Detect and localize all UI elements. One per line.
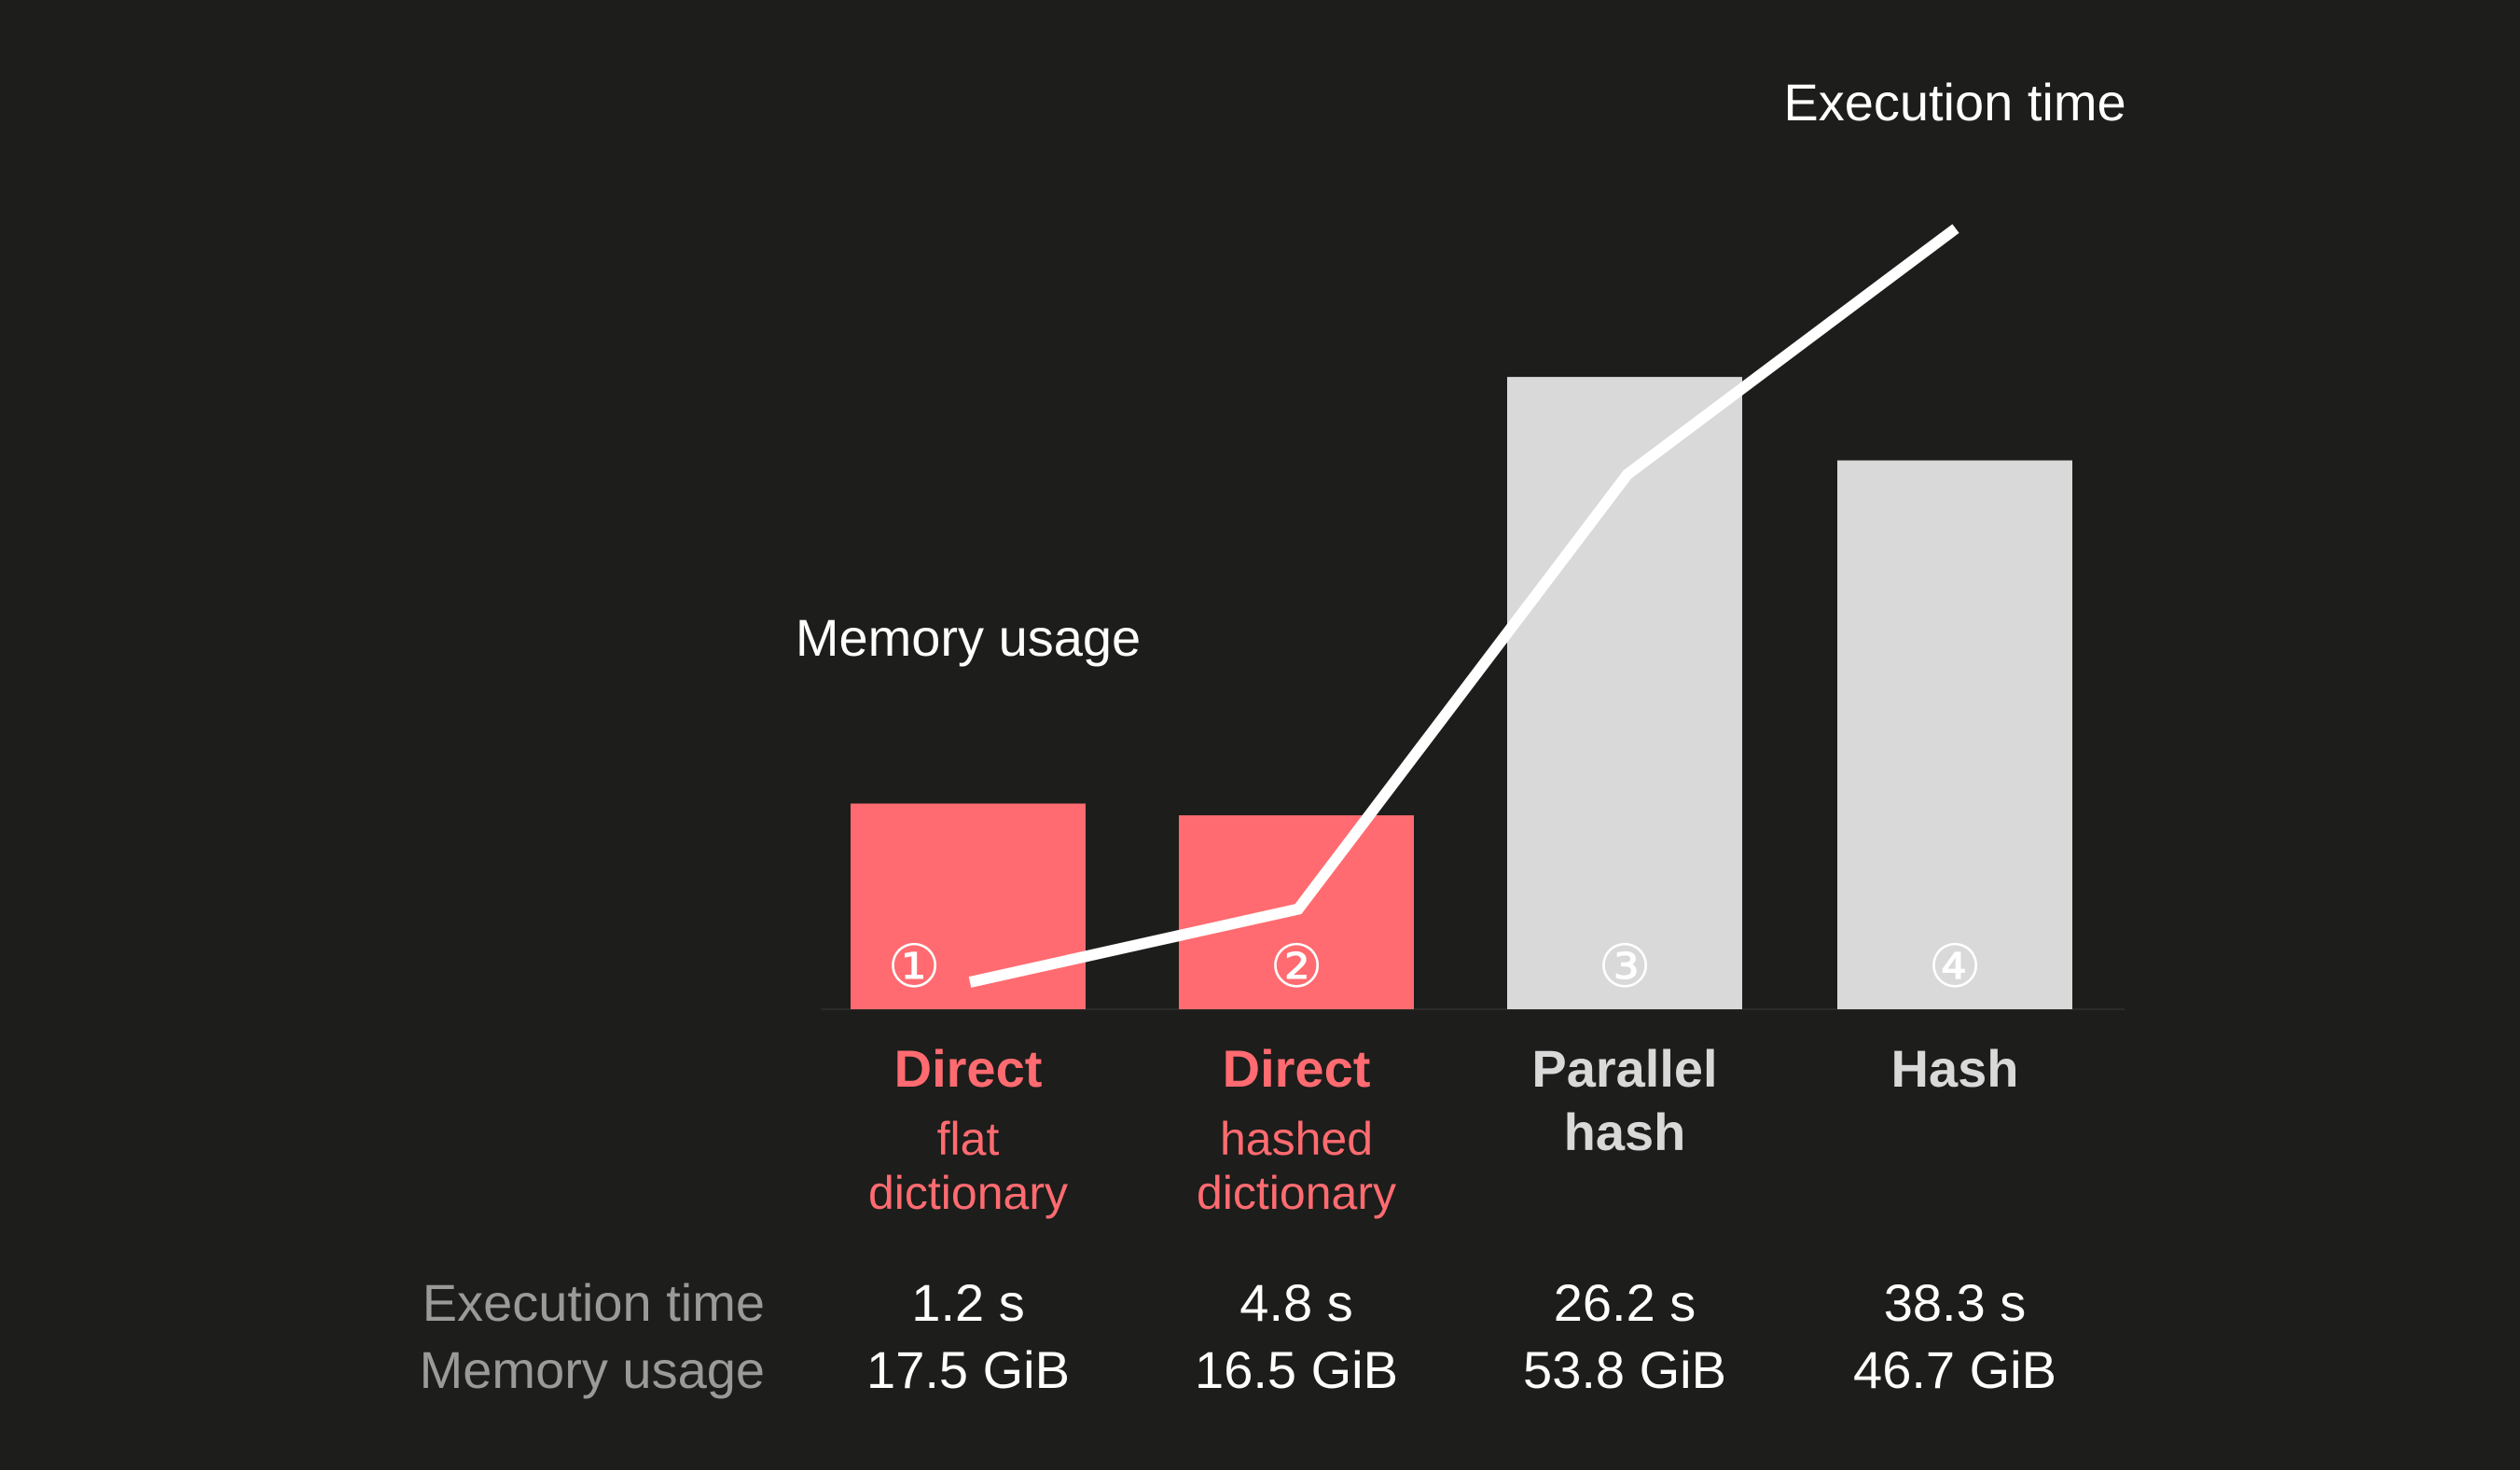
method-title-2: Direct — [1222, 1039, 1371, 1098]
method-label-3: Parallel hash — [1429, 1037, 1821, 1164]
method-subtitle-2: hashed dictionary — [1197, 1113, 1396, 1219]
method-label-1: Direct flat dictionary — [772, 1037, 1164, 1220]
row-label-execution-time: Execution time — [422, 1273, 765, 1332]
memory-usage-annotation: Memory usage — [795, 608, 1142, 667]
memory-usage-value-1: 17.5 GiB — [866, 1340, 1070, 1399]
method-marker-2: ② — [1269, 933, 1322, 1002]
method-title-4: Hash — [1890, 1039, 2019, 1098]
memory-bar-1 — [851, 803, 1086, 1009]
execution-time-line — [968, 224, 1959, 988]
memory-usage-value-2: 16.5 GiB — [1195, 1340, 1398, 1399]
method-title-1: Direct — [893, 1039, 1043, 1098]
execution-time-value-3: 26.2 s — [1553, 1273, 1696, 1332]
method-marker-4: ④ — [1928, 933, 1981, 1002]
memory-usage-value-4: 46.7 GiB — [1853, 1340, 2056, 1399]
method-label-2: Direct hashed dictionary — [1101, 1037, 1492, 1220]
memory-usage-value-3: 53.8 GiB — [1523, 1340, 1726, 1399]
row-label-memory-usage: Memory usage — [419, 1340, 765, 1399]
method-subtitle-1: flat dictionary — [868, 1113, 1068, 1219]
execution-time-value-2: 4.8 s — [1239, 1273, 1353, 1332]
execution-time-value-1: 1.2 s — [911, 1273, 1025, 1332]
method-marker-1: ① — [887, 933, 940, 1002]
method-marker-3: ③ — [1598, 933, 1651, 1002]
execution-time-value-4: 38.3 s — [1883, 1273, 2027, 1332]
execution-time-annotation: Execution time — [1783, 73, 2126, 132]
method-label-4: Hash — [1759, 1037, 2151, 1101]
memory-bar-4 — [1837, 460, 2072, 1010]
method-title-3: Parallel hash — [1531, 1039, 1718, 1161]
